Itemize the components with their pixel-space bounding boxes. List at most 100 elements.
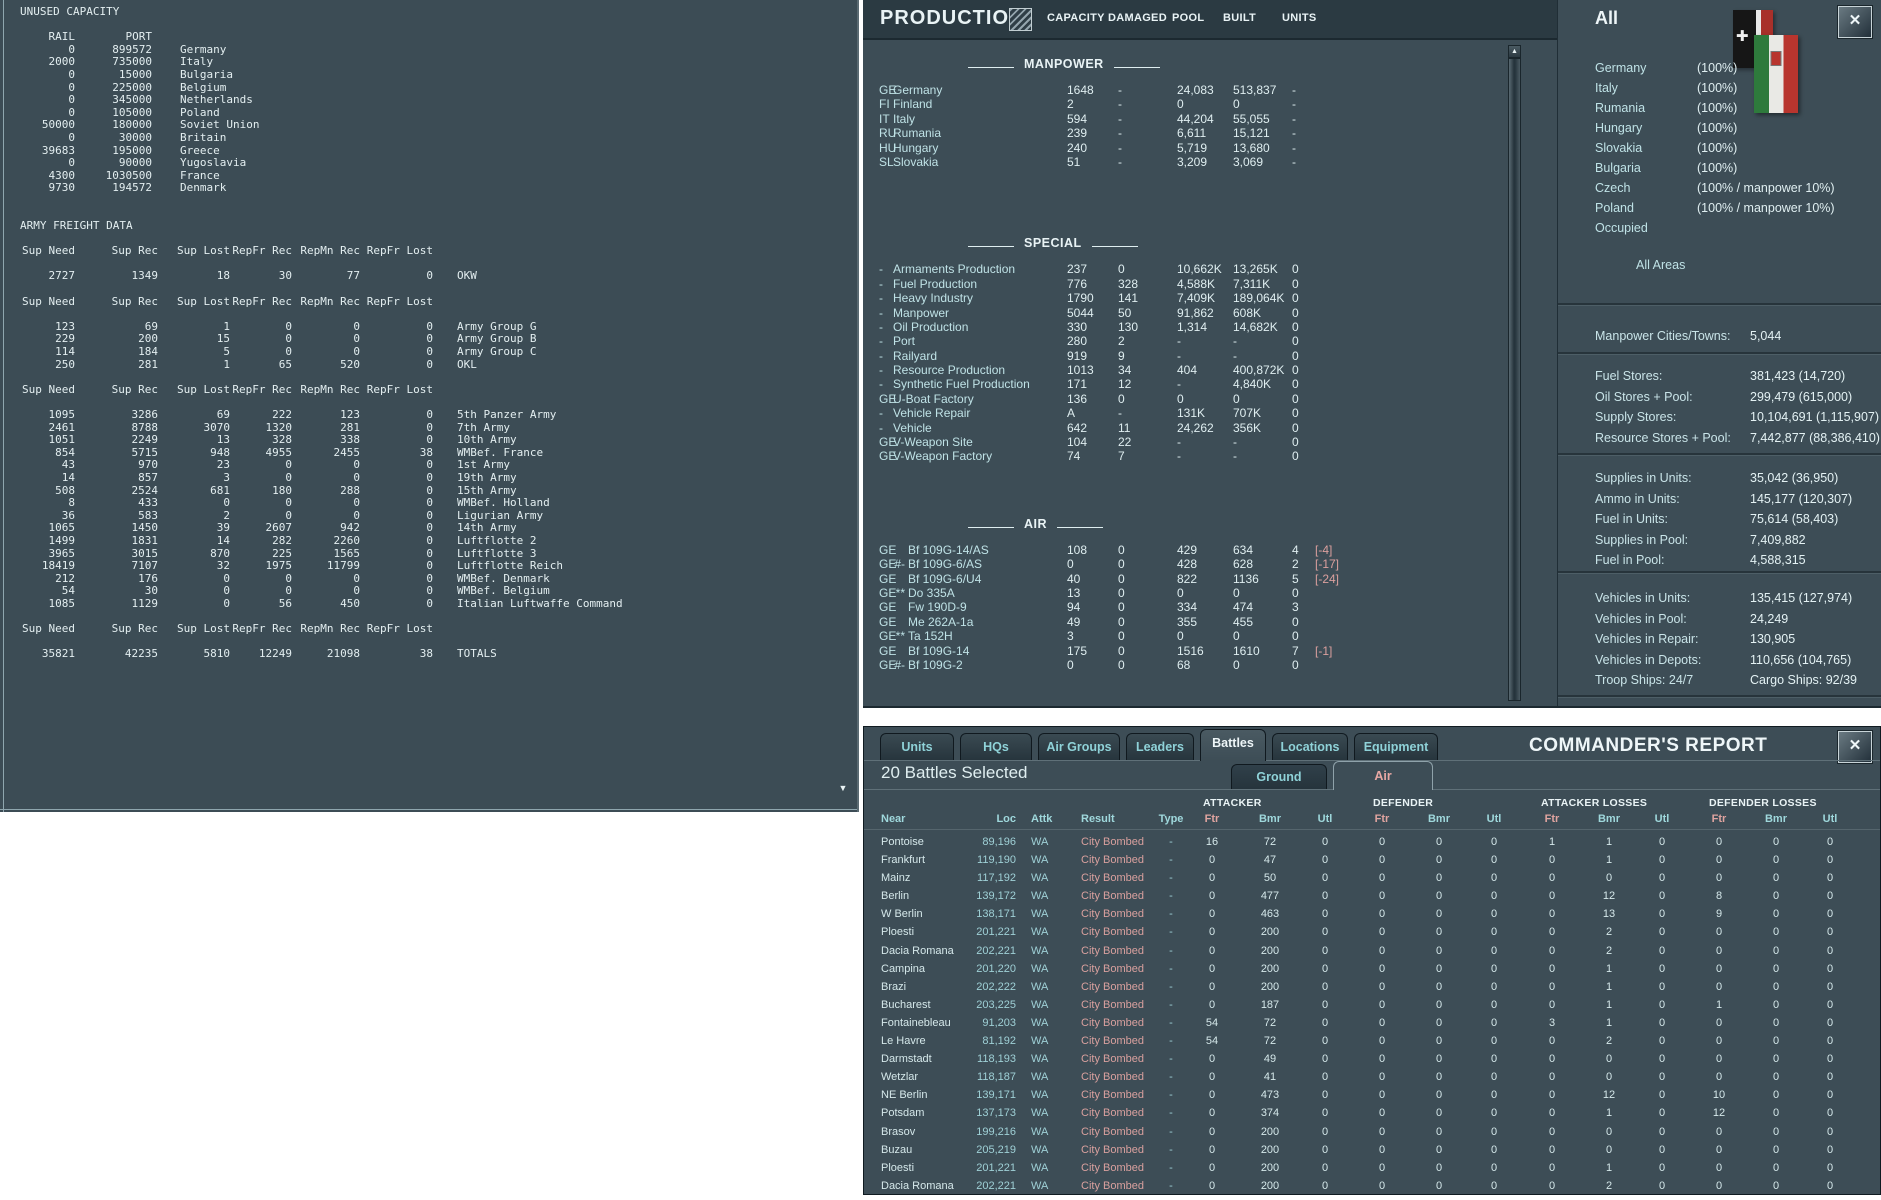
close-icon[interactable]: ✕ bbox=[1837, 730, 1873, 764]
tab-units[interactable]: Units bbox=[880, 733, 954, 761]
country-filter-hungary[interactable]: Hungary (100%) bbox=[1595, 118, 1868, 138]
cell: Bulgaria bbox=[180, 67, 233, 81]
cell: Sup Lost bbox=[177, 294, 230, 308]
production-row: - Fuel Production 776 328 4,588K 7,311K 0 bbox=[863, 277, 1557, 291]
country-filter-rumania[interactable]: Rumania (100%) bbox=[1595, 98, 1868, 118]
battle-row[interactable]: Frankfurt 119,190 WA City Bombed - 0 47 0 0 0 0 0 1 0… bbox=[864, 851, 1880, 869]
battle-row[interactable]: Darmstadt 118,193 WA City Bombed - 0 49 0 0 0 0 0 0 0… bbox=[864, 1050, 1880, 1068]
cell: 9730 bbox=[48, 181, 76, 195]
cell: 0 bbox=[1548, 1107, 1556, 1120]
battle-row[interactable]: Ploesti 201,221 WA City Bombed -0 200 0 0 0 0 0 2 0 0… bbox=[864, 923, 1880, 941]
production-row: FI Finland 2 - 0 0 - bbox=[863, 97, 1557, 111]
cell: 0 bbox=[426, 546, 433, 560]
built-value: 14,682K bbox=[1233, 319, 1278, 334]
country-filter-czech[interactable]: Czech (100% / manpower 10%) bbox=[1595, 178, 1868, 198]
damaged-value: 0 bbox=[1118, 542, 1125, 557]
stat-value: 5,044 bbox=[1750, 329, 1782, 343]
battle-row[interactable]: Mainz 117,192 WA City Bombed - 0 50 0 0 0 0 0 0 0 0 0 0 bbox=[864, 869, 1880, 887]
units-value: 0 bbox=[1292, 406, 1299, 421]
battle-row[interactable]: Fontainebleau 91,203 WA City Bombed - 54 72 0 0 0… bbox=[864, 1014, 1880, 1032]
cell: 0 bbox=[1826, 890, 1834, 903]
battle-row[interactable]: Dacia Romana 202,221 WA City Bombed -0 200 0 0 0… bbox=[864, 942, 1880, 960]
scroll-up-icon[interactable]: ▲ bbox=[1508, 45, 1521, 58]
country-code: - bbox=[879, 420, 883, 435]
battle-row[interactable]: Bucharest 203,225 WA City Bombed - 0 187 0 0 0 0 0 1… bbox=[864, 996, 1880, 1014]
cell: WA bbox=[1031, 980, 1049, 993]
production-row: GE Bf 109G-6/U4 40 0 822 1136 5 [-24] bbox=[863, 572, 1557, 586]
all-areas-link[interactable]: All Areas bbox=[1636, 258, 1686, 272]
cell: Sup Need bbox=[22, 382, 75, 396]
cell: 69 bbox=[144, 319, 158, 333]
subtab-air[interactable]: Air bbox=[1333, 761, 1433, 790]
units-value: 0 bbox=[1292, 363, 1299, 378]
country-filter-italy[interactable]: Italy (100%) bbox=[1595, 78, 1868, 98]
cell: 345000 bbox=[112, 93, 152, 107]
cell: 0 bbox=[1208, 1053, 1216, 1066]
cell: 2 bbox=[1605, 1179, 1613, 1192]
country-filter-poland[interactable]: Poland (100% / manpower 10%) bbox=[1595, 198, 1868, 218]
cell: 72 bbox=[1263, 1016, 1277, 1029]
cell: Le Havre bbox=[881, 1035, 926, 1048]
subtab-ground[interactable]: Ground bbox=[1231, 764, 1327, 789]
cell: 10 bbox=[1712, 1089, 1726, 1102]
country-code: IT bbox=[879, 111, 890, 126]
cell: 7th Army bbox=[457, 420, 510, 434]
cell: 0 bbox=[1321, 980, 1329, 993]
battle-row[interactable]: Buzau 205,219 WA City Bombed - 0 200 0 0 0 0 0 0 0 0 0 0 bbox=[864, 1141, 1880, 1159]
pool-change-value: [-1] bbox=[1315, 643, 1333, 658]
battle-row[interactable]: Dacia Romana 202,221 WA City Bombed -0 200 0 0 0… bbox=[864, 1177, 1880, 1195]
freight-row: 14 857 3 0 0 0 19th Army bbox=[20, 471, 623, 485]
country-filter-bulgaria[interactable]: Bulgaria (100%) bbox=[1595, 158, 1868, 178]
cell: RepMn Rec bbox=[300, 244, 360, 258]
cell: 0 bbox=[1490, 1161, 1498, 1174]
cell: Army Group C bbox=[457, 345, 537, 359]
cell: WA bbox=[1031, 1161, 1049, 1174]
cell: 194572 bbox=[112, 181, 152, 195]
cell: 0 bbox=[426, 584, 433, 598]
battle-row[interactable]: Le Havre 81,192 WA City Bombed - 54 72 0 0 0 0 0 2 0 0… bbox=[864, 1032, 1880, 1050]
country-code: - bbox=[879, 319, 883, 334]
close-icon[interactable]: ✕ bbox=[1837, 5, 1873, 39]
country-filter-germany[interactable]: Germany (100%) bbox=[1595, 58, 1868, 78]
item-name: Hungary bbox=[893, 140, 939, 155]
battle-row[interactable]: Berlin 139,172 WA City Bombed - 0 477 0 0 0 0 0 12 0 8… bbox=[864, 887, 1880, 905]
scrollbar-track[interactable] bbox=[1508, 58, 1521, 701]
blank-line bbox=[20, 308, 623, 321]
tab-battles[interactable]: Battles bbox=[1200, 729, 1266, 761]
battle-row[interactable]: Campina 201,220 WA City Bombed - 0 200 0 0 0 0 0 1 0 0… bbox=[864, 960, 1880, 978]
cell: 202,222 bbox=[976, 980, 1016, 993]
column-header: POOL bbox=[1172, 12, 1205, 24]
country-filter-occupied[interactable]: Occupied bbox=[1595, 218, 1868, 238]
tab-leaders[interactable]: Leaders bbox=[1126, 733, 1194, 761]
battle-row[interactable]: Ploesti 201,221 WA City Bombed - 0 200 0 0 0 0 0 1 0 0… bbox=[864, 1159, 1880, 1177]
battle-row[interactable]: W Berlin 138,171 WA City Bombed - 0 463 0 0 0 0 0 13… bbox=[864, 905, 1880, 923]
cell: Soviet Union bbox=[180, 118, 260, 132]
freight-row: 43 970 23 0 0 0 1st Army bbox=[20, 459, 623, 472]
scroll-down-icon[interactable]: ▼ bbox=[838, 783, 848, 793]
tab-air-groups[interactable]: Air Groups bbox=[1038, 733, 1120, 761]
battle-row[interactable]: Wetzlar 118,187 WA City Bombed - 0 41 0 0 0 0 0 0 0 0 0… bbox=[864, 1068, 1880, 1086]
cell: 0 bbox=[426, 332, 433, 346]
capacity-value: 13 bbox=[1067, 585, 1081, 600]
cell: City Bombed bbox=[1081, 1016, 1144, 1029]
country-filter-slovakia[interactable]: Slovakia (100%) bbox=[1595, 138, 1868, 158]
cell: 15th Army bbox=[457, 483, 517, 497]
tab-locations[interactable]: Locations bbox=[1272, 733, 1348, 761]
cell: Ploesti bbox=[881, 926, 915, 939]
tab-hqs[interactable]: HQs bbox=[960, 733, 1032, 761]
battle-row[interactable]: Potsdam 137,173 WA City Bombed - 0 374 0 0 0 0 0 1 0 1… bbox=[864, 1104, 1880, 1122]
pool-value: 24,083 bbox=[1177, 83, 1214, 97]
freight-header-row: Sup Need Sup Rec Sup Lost RepFr Rec RepMn Re… bbox=[20, 245, 623, 258]
tab-equipment[interactable]: Equipment bbox=[1354, 733, 1438, 761]
cell: 0 bbox=[1490, 1107, 1498, 1120]
battle-row[interactable]: Brasov 199,216 WA City Bombed - 0 200 0 0 0 0 0 0 0 0 0… bbox=[864, 1123, 1880, 1141]
battle-row[interactable]: Pontoise 89,196 WA City Bombed - 16 72 0 0 0 0 1 1 0 0… bbox=[864, 833, 1880, 851]
cell: RepMn Rec bbox=[300, 294, 360, 308]
cell: 433 bbox=[138, 496, 158, 510]
cell: 0 bbox=[1826, 836, 1834, 848]
production-report-icon[interactable] bbox=[1009, 8, 1032, 31]
battle-row[interactable]: NE Berlin 139,171 WA City Bombed - 0 473 0 0 0 0 0 1… bbox=[864, 1086, 1880, 1104]
production-row: GE Bf 109G-14/AS 108 0 429 634 4 [-4] bbox=[863, 543, 1557, 557]
battle-row[interactable]: Brazi 202,222 WA City Bombed - 0 200 0 0 0 0 0 1 0 0 0 0 bbox=[864, 978, 1880, 996]
pool-value: 1516 bbox=[1177, 643, 1204, 658]
